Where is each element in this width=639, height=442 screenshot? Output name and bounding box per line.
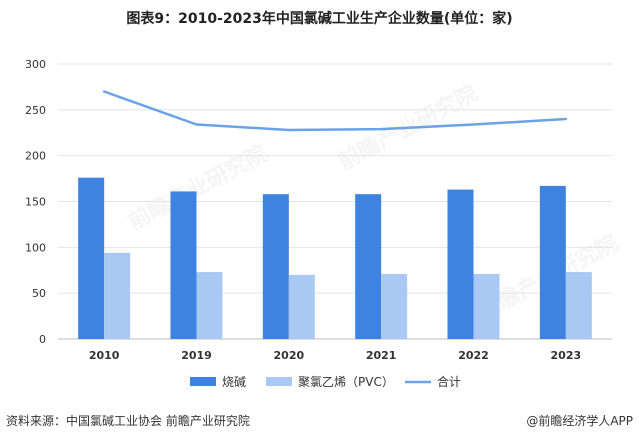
y-tick-label: 0 xyxy=(39,333,46,346)
bar-caustic-soda xyxy=(447,189,474,339)
x-tick-label: 2022 xyxy=(458,349,489,362)
bar-pvc xyxy=(473,273,500,339)
y-tick-label: 150 xyxy=(25,196,46,209)
x-tick-label: 2021 xyxy=(366,349,397,362)
y-tick-label: 50 xyxy=(32,287,46,300)
y-tick-label: 250 xyxy=(25,104,46,117)
bar-pvc xyxy=(381,273,408,339)
legend-label: 烧碱 xyxy=(222,375,246,389)
x-tick-label: 2019 xyxy=(181,349,212,362)
y-tick-label: 100 xyxy=(25,241,46,254)
y-tick-label: 300 xyxy=(25,58,46,71)
legend-label: 聚氯乙烯（PVC） xyxy=(298,375,394,389)
x-tick-label: 2020 xyxy=(274,349,305,362)
legend-swatch xyxy=(190,377,216,386)
bar-pvc xyxy=(104,252,131,339)
footer: 资料来源：中国氯碱工业协会 前瞻产业研究院 @前瞻经济学人APP xyxy=(6,412,633,432)
legend-label: 合计 xyxy=(437,374,461,389)
bar-caustic-soda xyxy=(355,194,382,339)
brand-label: @前瞻经济学人APP xyxy=(526,414,633,428)
x-tick-label: 2023 xyxy=(551,349,582,362)
bar-pvc xyxy=(565,272,592,339)
legend-swatch xyxy=(266,377,292,386)
bar-line-chart: 0 50 100 150 200 250 300 2010 2019 2020 2021 2022 20… xyxy=(25,58,612,389)
x-tick-label: 2010 xyxy=(89,349,120,362)
bar-pvc xyxy=(288,274,315,339)
total-line xyxy=(102,90,568,132)
source-note: 资料来源：中国氯碱工业协会 前瞻产业研究院 xyxy=(6,414,250,428)
bar-caustic-soda xyxy=(539,185,566,339)
bar-caustic-soda xyxy=(78,177,105,339)
bar-caustic-soda xyxy=(262,194,289,339)
bar-pvc xyxy=(196,272,223,339)
bar-caustic-soda xyxy=(170,191,197,339)
y-tick-label: 200 xyxy=(25,150,46,163)
chart-title: 图表9：2010-2023年中国氯碱工业生产企业数量(单位：家) xyxy=(126,11,513,27)
